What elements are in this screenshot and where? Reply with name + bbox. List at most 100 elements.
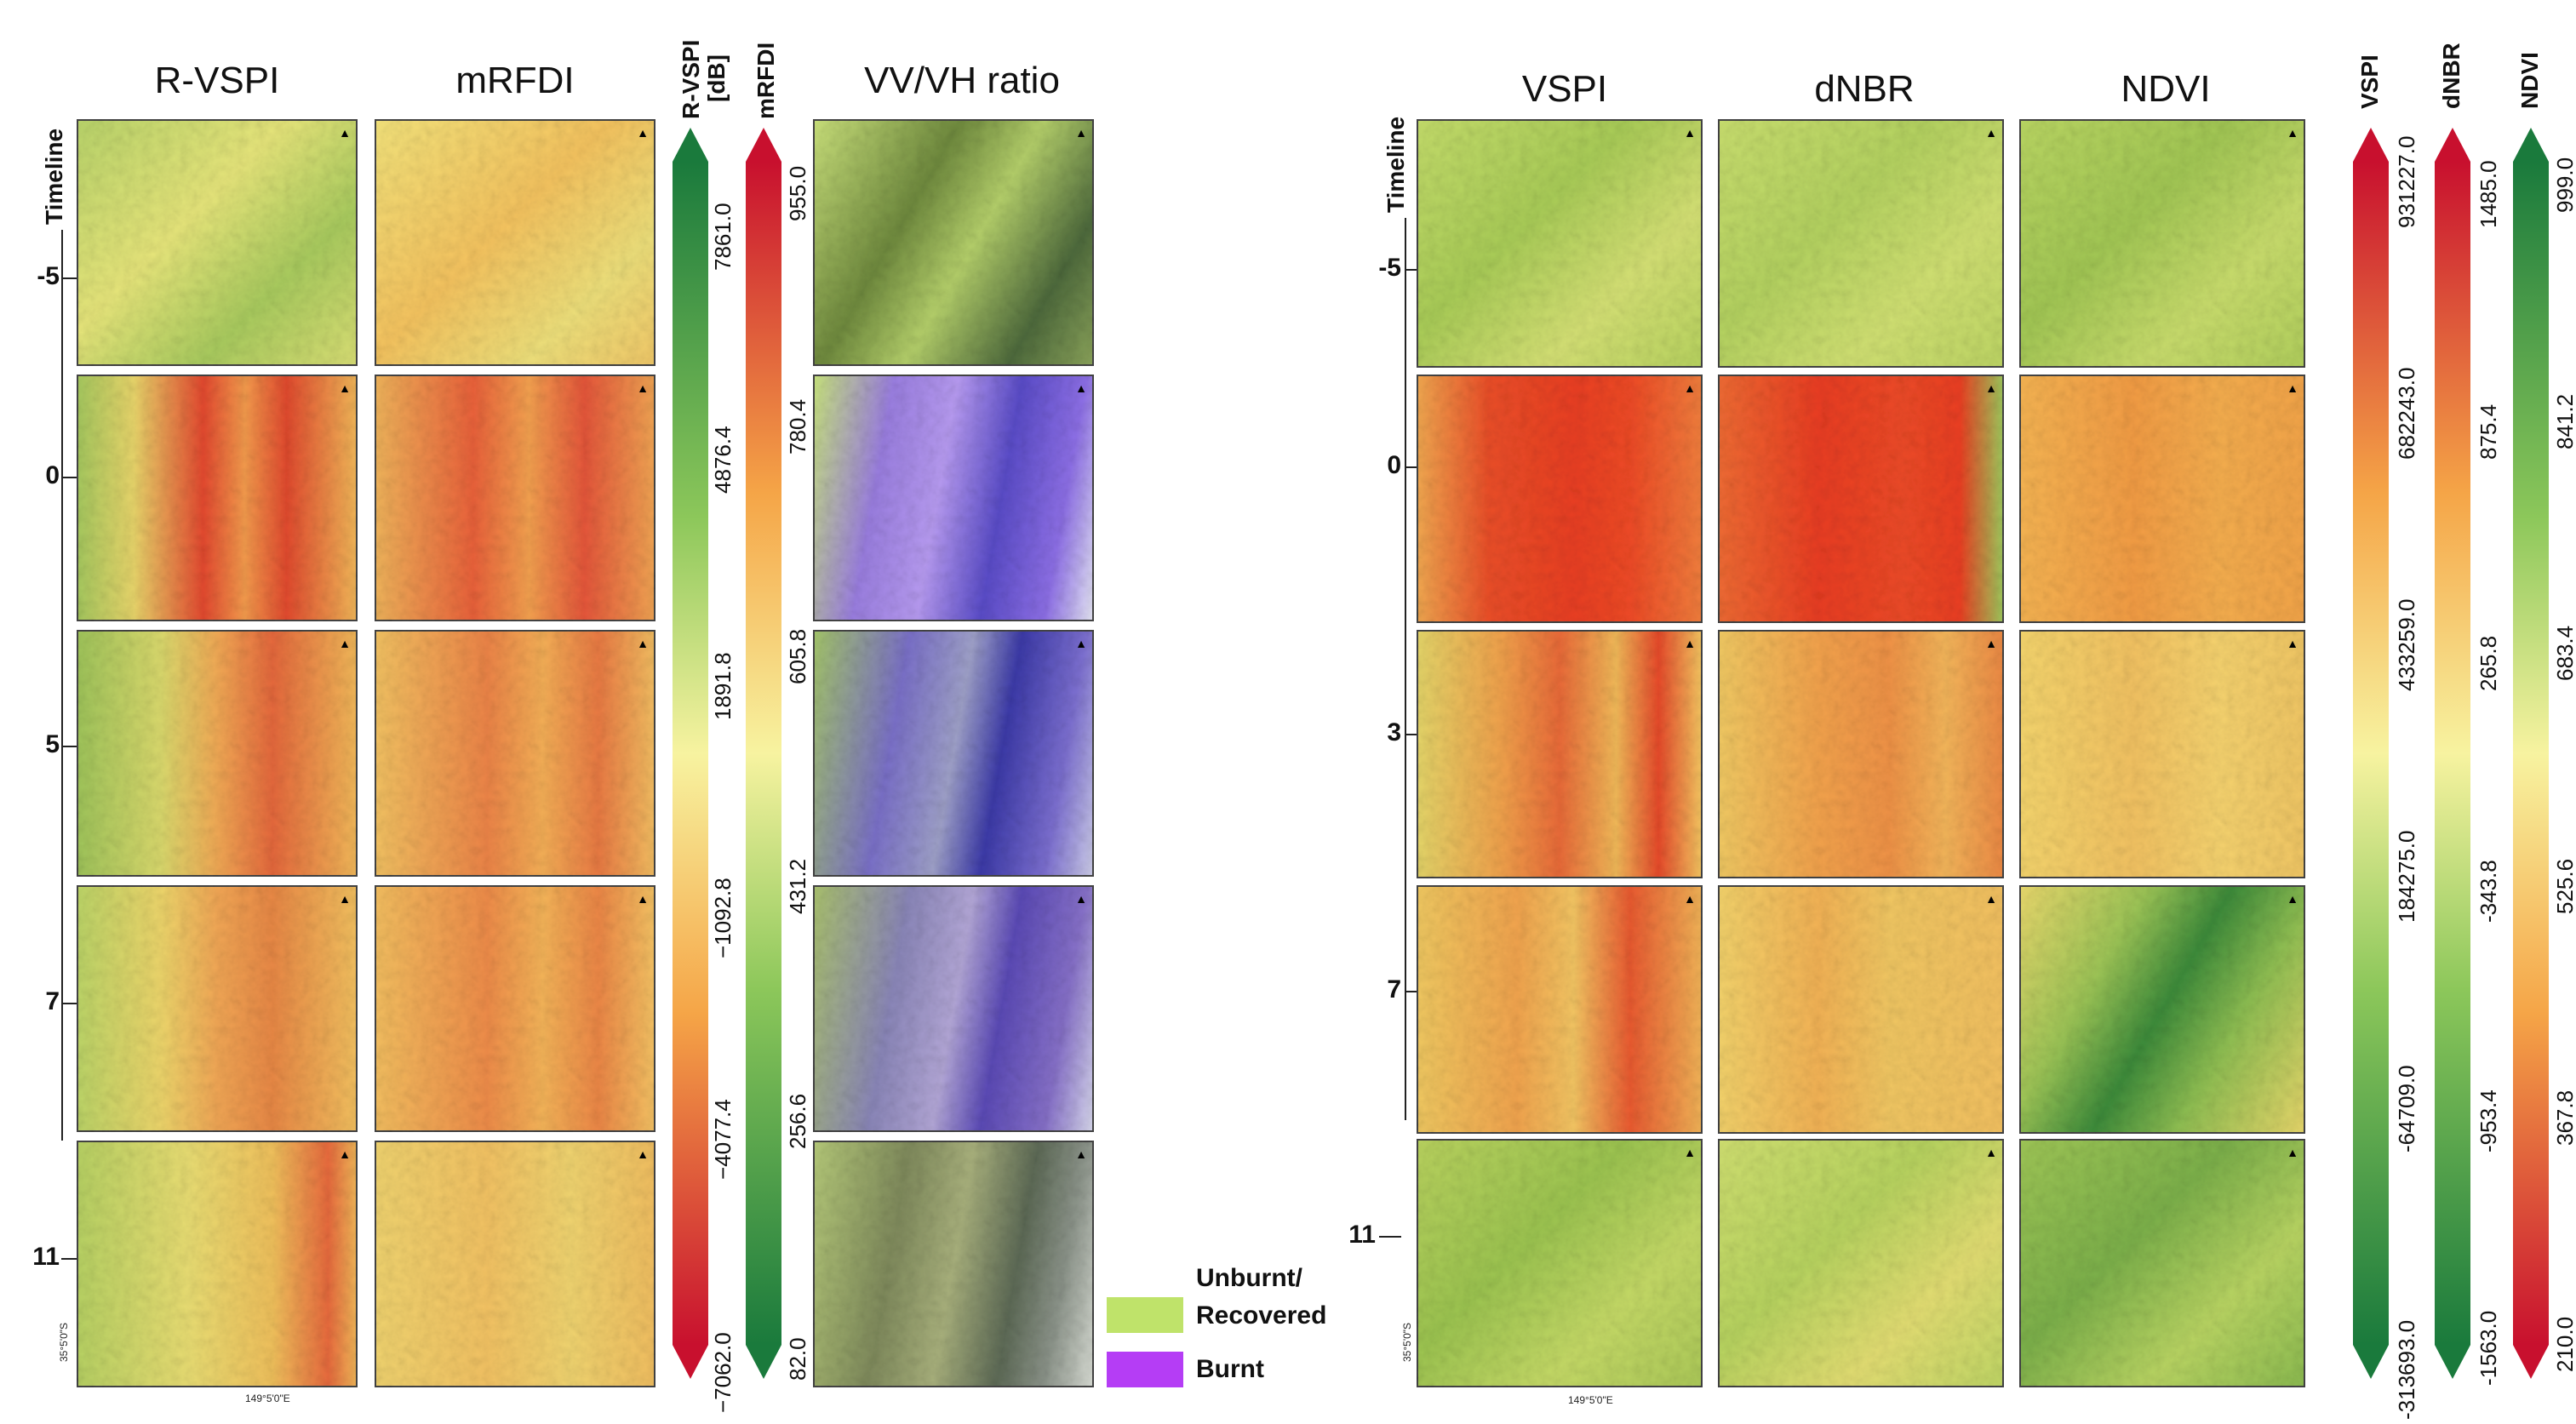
- north-arrow-icon: ▲: [637, 1147, 649, 1161]
- north-arrow-icon: ▲: [637, 892, 649, 906]
- colorbar-vspi-bar: [2353, 128, 2389, 1379]
- row-tick-left-1: [61, 477, 83, 478]
- row-label-right-0: -5: [1378, 254, 1401, 282]
- colorbar-ndvi: [2510, 128, 2552, 1379]
- colorbar-vspi: [2350, 128, 2392, 1379]
- row-tick-left-4: [61, 1258, 83, 1260]
- colorbar-rvspi-bar: [673, 128, 708, 1379]
- map-vvvh-row4: ▲: [813, 885, 1094, 1132]
- timeline-label-left: Timeline: [41, 128, 67, 225]
- map-vspi-row5: ▲: [1417, 1139, 1703, 1387]
- colorbar-rvspi-title: R-VSPI: [678, 39, 704, 119]
- north-arrow-icon: ▲: [637, 126, 649, 140]
- map-dnbr-row1: ▲: [1718, 119, 2004, 368]
- colorbar-rvspi-tick-1: 4876.4: [710, 426, 736, 494]
- header-mrfdi: mRFDI: [455, 60, 575, 101]
- north-arrow-icon: ▲: [1075, 892, 1087, 906]
- map-ndvi-row3: ▲: [2019, 630, 2305, 878]
- row-tick-right-4: [1379, 1236, 1401, 1238]
- map-vvvh-row2: ▲: [813, 375, 1094, 621]
- north-arrow-icon: ▲: [2287, 126, 2298, 140]
- colorbar-ndvi-tick-1: 841.2: [2552, 393, 2576, 449]
- colorbar-vspi-tick-1: 682243.0: [2394, 367, 2419, 460]
- timeline-axis-right: [1405, 218, 1406, 1120]
- colorbar-dnbr-tick-2: 265.8: [2476, 635, 2501, 691]
- colorbar-rvspi-unit: [dB]: [703, 54, 730, 102]
- row-label-left-2: 5: [45, 730, 60, 758]
- colorbar-ndvi-tick-5: 210.0: [2552, 1316, 2576, 1372]
- colorbar-mrfdi-tick-2: 605.8: [785, 628, 810, 684]
- north-arrow-icon: ▲: [1684, 126, 1696, 140]
- map-rvspi-row3: ▲: [77, 630, 358, 877]
- legend-swatch-unburnt: [1107, 1297, 1183, 1333]
- header-rvspi: R-VSPI: [154, 60, 280, 101]
- colorbar-vspi-tick-2: 433259.0: [2394, 598, 2419, 691]
- colorbar-vspi-tick-4: -64709.0: [2394, 1065, 2419, 1152]
- row-label-left-1: 0: [45, 461, 60, 489]
- legend-label-unburnt: Unburnt/ Recovered: [1196, 1264, 1327, 1330]
- colorbar-ndvi-tick-2: 683.4: [2552, 625, 2576, 681]
- colorbar-mrfdi-tick-1: 780.4: [785, 398, 810, 455]
- colorbar-dnbr-tick-5: -1563.0: [2476, 1310, 2501, 1386]
- lon-label-left: 149°5'0"E: [245, 1393, 290, 1404]
- row-label-right-1: 0: [1387, 451, 1401, 479]
- north-arrow-icon: ▲: [339, 892, 351, 906]
- map-vspi-row1: ▲: [1417, 119, 1703, 368]
- row-tick-right-2: [1405, 734, 1427, 735]
- map-vvvh-row5: ▲: [813, 1141, 1094, 1387]
- row-label-left-0: -5: [37, 262, 60, 290]
- row-tick-left-0: [61, 277, 83, 279]
- map-dnbr-row3: ▲: [1718, 630, 2004, 878]
- colorbar-vspi-tick-0: 931227.0: [2394, 135, 2419, 228]
- colorbar-dnbr-bar: [2435, 128, 2470, 1379]
- map-mrfdi-row2: ▲: [375, 375, 655, 621]
- north-arrow-icon: ▲: [1985, 381, 1997, 395]
- north-arrow-icon: ▲: [1075, 1147, 1087, 1161]
- colorbar-rvspi: [669, 128, 712, 1379]
- map-ndvi-row4: ▲: [2019, 885, 2305, 1134]
- header-ndvi: NDVI: [2121, 68, 2211, 110]
- north-arrow-icon: ▲: [339, 381, 351, 395]
- colorbar-ndvi-tick-3: 525.6: [2552, 858, 2576, 914]
- timeline-axis-left: [61, 230, 63, 1141]
- row-tick-right-3: [1405, 991, 1427, 992]
- map-dnbr-row5: ▲: [1718, 1139, 2004, 1387]
- colorbar-mrfdi-tick-4: 256.6: [785, 1093, 810, 1149]
- map-vspi-row3: ▲: [1417, 630, 1703, 878]
- map-vvvh-row3: ▲: [813, 630, 1094, 877]
- north-arrow-icon: ▲: [1684, 637, 1696, 650]
- lat-label-left: 35°5'0"S: [58, 1322, 70, 1362]
- row-label-left-4: 11: [32, 1243, 60, 1271]
- colorbar-ndvi-bar: [2513, 128, 2549, 1379]
- map-vspi-row2: ▲: [1417, 375, 1703, 623]
- north-arrow-icon: ▲: [2287, 381, 2298, 395]
- colorbar-rvspi-tick-3: −1092.8: [710, 878, 736, 958]
- map-rvspi-row4: ▲: [77, 885, 358, 1132]
- north-arrow-icon: ▲: [637, 637, 649, 650]
- colorbar-dnbr-tick-1: 875.4: [2476, 403, 2501, 460]
- colorbar-dnbr: [2431, 128, 2474, 1379]
- colorbar-rvspi-tick-4: −4077.4: [710, 1099, 736, 1180]
- colorbar-dnbr-title: dNBR: [2438, 43, 2464, 109]
- row-label-right-2: 3: [1387, 718, 1401, 746]
- map-vvvh-row1: ▲: [813, 119, 1094, 366]
- map-rvspi-row2: ▲: [77, 375, 358, 621]
- north-arrow-icon: ▲: [1985, 637, 1997, 650]
- colorbar-rvspi-tick-2: 1891.8: [710, 652, 736, 720]
- legend-swatch-burnt: [1107, 1352, 1183, 1387]
- legend-label-burnt: Burnt: [1196, 1355, 1264, 1383]
- colorbar-rvspi-tick-5: −7062.0: [710, 1332, 736, 1413]
- north-arrow-icon: ▲: [1985, 1146, 1997, 1159]
- colorbar-vspi-tick-5: -313693.0: [2394, 1319, 2419, 1420]
- header-vspi: VSPI: [1521, 68, 1608, 110]
- colorbar-ndvi-tick-0: 999.0: [2552, 157, 2576, 213]
- map-vspi-row4: ▲: [1417, 885, 1703, 1134]
- map-dnbr-row4: ▲: [1718, 885, 2004, 1134]
- map-ndvi-row5: ▲: [2019, 1139, 2305, 1387]
- colorbar-dnbr-tick-0: 1485.0: [2476, 160, 2501, 228]
- colorbar-ndvi-tick-4: 367.8: [2552, 1089, 2576, 1146]
- north-arrow-icon: ▲: [2287, 892, 2298, 906]
- row-label-right-4: 11: [1348, 1221, 1376, 1249]
- north-arrow-icon: ▲: [1985, 892, 1997, 906]
- row-tick-right-0: [1405, 269, 1427, 271]
